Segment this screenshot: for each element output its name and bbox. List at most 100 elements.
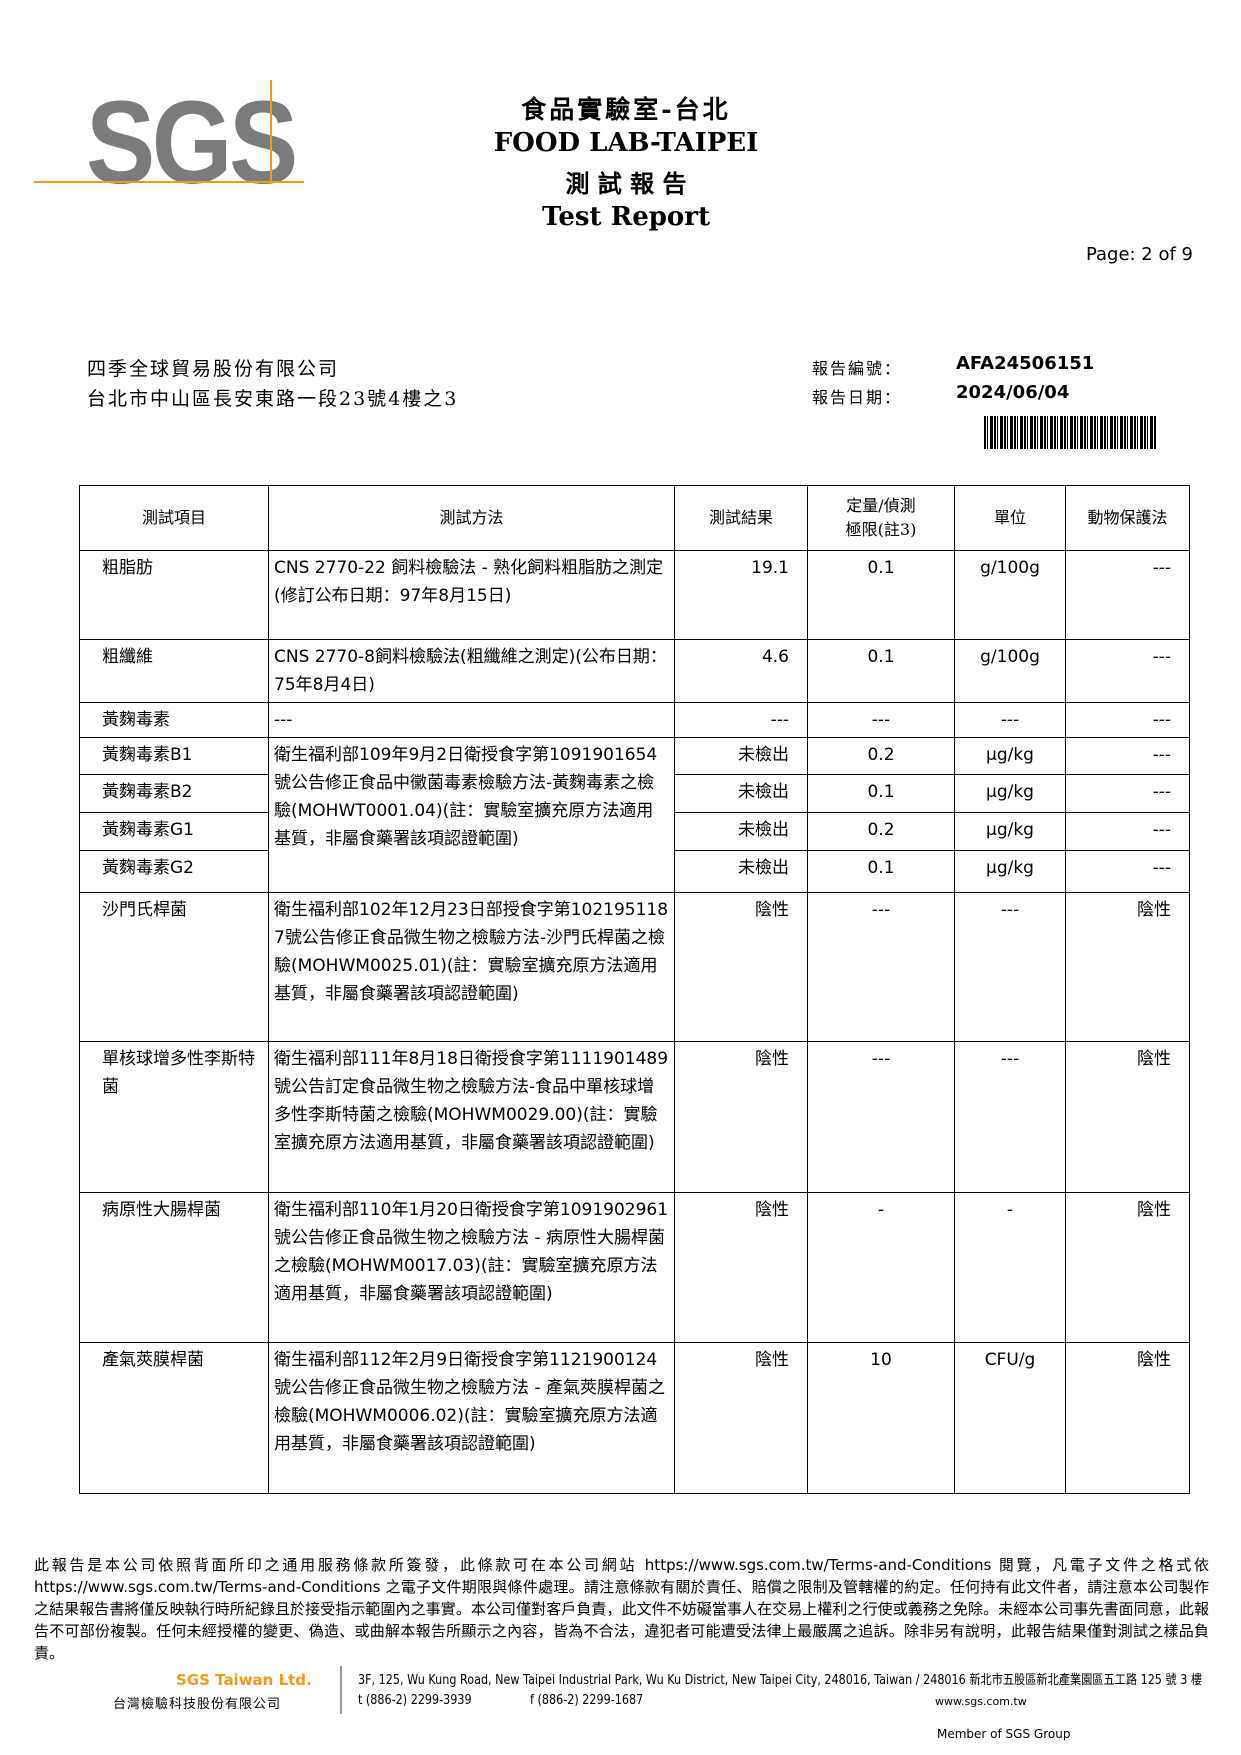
table-row: 病原性大腸桿菌 衛生福利部110年1月20日衛授食字第1091902961 號公告…: [79, 1192, 1190, 1343]
test-result: 未檢出: [674, 850, 808, 893]
limit: 0.2: [807, 812, 955, 851]
unit: μg/kg: [954, 737, 1066, 775]
client-address: 台北市中山區長安東路一段23號4樓之3: [87, 388, 459, 410]
table-row: 產氣莢膜桿菌 衛生福利部112年2月9日衛授食字第1121900124號公告修正食…: [79, 1342, 1190, 1494]
test-item: 黃麴毒素B1: [79, 737, 269, 775]
animal-protection: ---: [1065, 737, 1190, 775]
test-item: 產氣莢膜桿菌: [79, 1342, 269, 1494]
animal-protection: 陰性: [1065, 1342, 1190, 1494]
limit: -: [807, 1192, 955, 1343]
limit: ---: [807, 702, 955, 738]
unit: ---: [954, 892, 1066, 1042]
animal-protection: ---: [1065, 812, 1190, 851]
animal-protection: ---: [1065, 702, 1190, 738]
logo-rule: [34, 181, 304, 183]
test-method: 衛生福利部111年8月18日衛授食字第1111901489號公告訂定食品微生物之…: [268, 1041, 675, 1193]
disclaimer: 此報告是本公司依照背面所印之通用服務條款所簽發，此條款可在本公司網站 https…: [34, 1556, 1209, 1662]
report-number: AFA24506151: [956, 353, 1095, 374]
unit: μg/kg: [954, 850, 1066, 893]
unit: -: [954, 1192, 1066, 1343]
table-row: 粗脂肪 CNS 2770-22 飼料檢驗法 - 熟化飼料粗脂肪之測定(修訂公布日期…: [79, 550, 1190, 640]
test-item: 單核球增多性李斯特菌: [79, 1041, 269, 1193]
table-row: 單核球增多性李斯特菌 衛生福利部111年8月18日衛授食字第1111901489號…: [79, 1041, 1190, 1193]
test-method: 衛生福利部110年1月20日衛授食字第1091902961 號公告修正食品微生物…: [268, 1192, 675, 1343]
results-table: 測試項目 測試方法 測試結果 定量/偵測極限(註3) 單位 動物保護法 粗脂肪 C…: [79, 485, 1190, 1494]
animal-protection: 陰性: [1065, 1192, 1190, 1343]
test-result: 未檢出: [674, 737, 808, 775]
test-item: 粗脂肪: [79, 550, 269, 640]
test-result: 陰性: [674, 1192, 808, 1343]
limit: 0.1: [807, 774, 955, 813]
test-item: 黃麴毒素G2: [79, 850, 269, 893]
test-result: 19.1: [674, 550, 808, 640]
test-method: CNS 2770-8飼料檢驗法(粗纖維之測定)(公布日期：75年8月4日): [268, 639, 675, 703]
title-zh: 食品實驗室-台北: [521, 95, 731, 124]
limit: 0.2: [807, 737, 955, 775]
header-cell: 動物保護法: [1065, 485, 1190, 551]
header-cell: 測試方法: [268, 485, 675, 551]
test-method: 衛生福利部112年2月9日衛授食字第1121900124號公告修正食品微生物之檢…: [268, 1342, 675, 1494]
client-name: 四季全球貿易股份有限公司: [87, 358, 340, 380]
test-item: 沙門氏桿菌: [79, 892, 269, 1042]
test-method: CNS 2770-22 飼料檢驗法 - 熟化飼料粗脂肪之測定(修訂公布日期：97…: [268, 550, 675, 640]
table-row: 粗纖維 CNS 2770-8飼料檢驗法(粗纖維之測定)(公布日期：75年8月4日)…: [79, 639, 1190, 703]
limit: 10: [807, 1342, 955, 1494]
test-result: ---: [674, 702, 808, 738]
test-method: ---: [268, 702, 675, 738]
test-result: 4.6: [674, 639, 808, 703]
unit: ---: [954, 1041, 1066, 1193]
animal-protection: 陰性: [1065, 892, 1190, 1042]
test-result: 未檢出: [674, 812, 808, 851]
report-date: 2024/06/04: [956, 382, 1070, 403]
subtitle-en: Test Report: [542, 202, 710, 232]
header-cell: 測試項目: [79, 485, 269, 551]
limit: 0.1: [807, 639, 955, 703]
table-row: 沙門氏桿菌 衛生福利部102年12月23日部授食字第1021951187號公告修正…: [79, 892, 1190, 1042]
unit: ---: [954, 702, 1066, 738]
animal-protection: ---: [1065, 774, 1190, 813]
table-row: 黃麴毒素G1 未檢出 0.2 μg/kg ---: [79, 812, 1190, 851]
test-item: 黃麴毒素: [79, 702, 269, 738]
header-cell: 定量/偵測極限(註3): [807, 485, 955, 551]
test-result: 陰性: [674, 1342, 808, 1494]
unit: μg/kg: [954, 812, 1066, 851]
logo-rule: [270, 80, 272, 184]
phone: t (886-2) 2299-3939: [358, 1693, 472, 1708]
test-result: 未檢出: [674, 774, 808, 813]
animal-protection: ---: [1065, 550, 1190, 640]
test-method: 衛生福利部109年9月2日衛授食字第1091901654號公告修正食品中黴菌毒素…: [268, 737, 675, 893]
animal-protection: ---: [1065, 850, 1190, 893]
footer-divider: [340, 1666, 342, 1714]
company-zh: 台灣檢驗科技股份有限公司: [113, 1697, 282, 1712]
page-number: Page: 2 of 9: [1085, 244, 1193, 265]
test-result: 陰性: [674, 1041, 808, 1193]
barcode: [984, 416, 1157, 449]
limit: 0.1: [807, 850, 955, 893]
header-cell: 單位: [954, 485, 1066, 551]
company-address: 3F, 125, Wu Kung Road, New Taipei Indust…: [358, 1673, 1203, 1688]
test-method: 衛生福利部102年12月23日部授食字第1021951187號公告修正食品微生物…: [268, 892, 675, 1042]
table-row: 黃麴毒素G2 未檢出 0.1 μg/kg ---: [79, 850, 1190, 893]
test-item: 黃麴毒素G1: [79, 812, 269, 851]
test-item: 病原性大腸桿菌: [79, 1192, 269, 1343]
test-result: 陰性: [674, 892, 808, 1042]
header-cell: 測試結果: [674, 485, 808, 551]
report-number-label: 報告編號：: [812, 359, 903, 378]
limit: 0.1: [807, 550, 955, 640]
limit: ---: [807, 892, 955, 1042]
table-row: 黃麴毒素B2 未檢出 0.1 μg/kg ---: [79, 774, 1190, 813]
animal-protection: ---: [1065, 639, 1190, 703]
unit: g/100g: [954, 639, 1066, 703]
title-en: FOOD LAB-TAIPEI: [493, 128, 759, 158]
unit: CFU/g: [954, 1342, 1066, 1494]
unit: g/100g: [954, 550, 1066, 640]
company-en: SGS Taiwan Ltd.: [176, 1671, 312, 1689]
website: www.sgs.com.tw: [935, 1695, 1027, 1708]
test-item: 粗纖維: [79, 639, 269, 703]
header-text: 定量/偵測極限(註3): [845, 496, 917, 539]
subtitle-zh: 測 試 報 告: [565, 169, 687, 198]
report-date-label: 報告日期：: [812, 388, 903, 407]
animal-protection: 陰性: [1065, 1041, 1190, 1193]
member: Member of SGS Group: [937, 1727, 1071, 1741]
